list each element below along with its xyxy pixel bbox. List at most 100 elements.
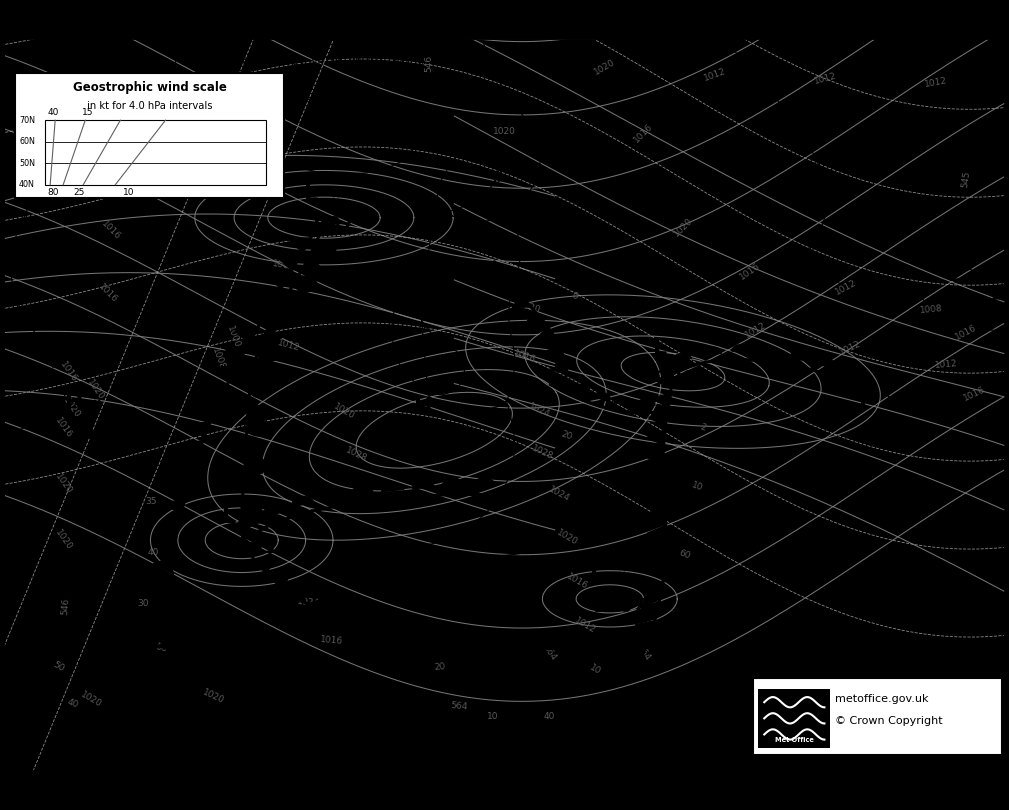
Text: H: H <box>859 390 877 410</box>
Polygon shape <box>197 403 218 418</box>
Polygon shape <box>155 537 176 553</box>
Text: 1016: 1016 <box>564 573 589 591</box>
Text: 1016: 1016 <box>100 219 123 241</box>
Text: 564: 564 <box>541 643 558 662</box>
Text: Geostrophic wind scale: Geostrophic wind scale <box>73 80 226 94</box>
Text: 10: 10 <box>587 663 602 676</box>
Text: 1020: 1020 <box>52 528 74 552</box>
Text: H: H <box>66 393 84 413</box>
Polygon shape <box>621 658 641 671</box>
Text: 1012: 1012 <box>139 151 163 172</box>
Polygon shape <box>354 614 374 630</box>
Text: 1024: 1024 <box>548 484 572 503</box>
Polygon shape <box>156 636 178 652</box>
Text: 70N: 70N <box>19 116 35 125</box>
Text: 30: 30 <box>137 599 149 608</box>
Polygon shape <box>215 365 237 380</box>
Polygon shape <box>701 347 721 355</box>
Text: 1012: 1012 <box>838 339 863 356</box>
Polygon shape <box>159 518 181 534</box>
Text: 15: 15 <box>82 108 93 117</box>
Text: 1012: 1012 <box>572 616 597 636</box>
Text: 1023: 1023 <box>69 424 122 443</box>
Polygon shape <box>243 477 261 492</box>
Text: 1020: 1020 <box>332 403 356 421</box>
Text: 1012: 1012 <box>743 320 768 339</box>
Polygon shape <box>302 257 322 270</box>
Polygon shape <box>647 507 665 522</box>
Text: 1015: 1015 <box>950 296 1005 315</box>
Polygon shape <box>246 439 263 454</box>
Polygon shape <box>320 220 339 234</box>
Text: 80: 80 <box>47 188 59 197</box>
Text: 1016: 1016 <box>97 282 120 305</box>
Text: 1016: 1016 <box>320 635 344 646</box>
Text: 1020: 1020 <box>61 396 82 420</box>
Polygon shape <box>549 379 566 392</box>
Text: © Crown Copyright: © Crown Copyright <box>835 716 943 726</box>
Text: 1020: 1020 <box>672 216 694 238</box>
Polygon shape <box>648 526 665 540</box>
Polygon shape <box>161 655 183 671</box>
Text: 40: 40 <box>67 697 80 710</box>
Polygon shape <box>614 398 632 406</box>
Text: 1028: 1028 <box>531 443 555 461</box>
Polygon shape <box>245 310 267 325</box>
Text: 1012: 1012 <box>833 278 858 296</box>
Text: 1016: 1016 <box>513 349 537 365</box>
Polygon shape <box>672 354 691 364</box>
Polygon shape <box>473 478 495 486</box>
Text: 1016: 1016 <box>862 420 916 440</box>
Polygon shape <box>189 421 210 437</box>
Circle shape <box>257 345 279 361</box>
Circle shape <box>250 382 272 398</box>
Text: 60N: 60N <box>19 137 35 146</box>
Text: 0: 0 <box>571 291 578 301</box>
Polygon shape <box>567 633 588 647</box>
Polygon shape <box>152 597 172 612</box>
Polygon shape <box>458 632 480 646</box>
Text: 10: 10 <box>486 712 498 721</box>
Polygon shape <box>486 264 504 275</box>
Polygon shape <box>621 627 642 642</box>
Polygon shape <box>164 498 185 514</box>
FancyBboxPatch shape <box>758 689 830 748</box>
Text: 564: 564 <box>635 643 652 662</box>
Polygon shape <box>630 639 650 653</box>
Circle shape <box>247 420 269 436</box>
Polygon shape <box>278 256 300 271</box>
Polygon shape <box>432 629 453 644</box>
Polygon shape <box>551 361 568 374</box>
Text: 1020: 1020 <box>52 471 74 496</box>
Polygon shape <box>646 469 663 484</box>
Text: 35: 35 <box>145 497 157 506</box>
Polygon shape <box>652 393 671 407</box>
Text: 40: 40 <box>147 548 159 557</box>
Text: 1016: 1016 <box>58 360 79 384</box>
Polygon shape <box>789 352 808 361</box>
Polygon shape <box>646 564 664 578</box>
Polygon shape <box>537 326 556 339</box>
Polygon shape <box>637 399 655 405</box>
Text: H: H <box>415 397 433 417</box>
Polygon shape <box>499 280 518 292</box>
Text: 1012: 1012 <box>133 87 157 107</box>
Polygon shape <box>413 480 434 488</box>
Text: 1008: 1008 <box>919 304 942 315</box>
Text: 10: 10 <box>556 363 570 376</box>
Text: 1020: 1020 <box>85 378 106 402</box>
Polygon shape <box>654 374 673 388</box>
Text: 1024: 1024 <box>528 402 552 420</box>
Polygon shape <box>253 558 275 573</box>
Text: 1012: 1012 <box>934 359 958 369</box>
Text: 10: 10 <box>123 188 135 197</box>
Polygon shape <box>256 292 278 307</box>
Text: 546: 546 <box>60 597 71 615</box>
Polygon shape <box>572 384 589 394</box>
Text: in kt for 4.0 hPa intervals: in kt for 4.0 hPa intervals <box>87 101 212 111</box>
Polygon shape <box>381 483 404 492</box>
Polygon shape <box>546 343 563 356</box>
Text: L: L <box>947 265 962 285</box>
Text: 1016: 1016 <box>632 122 654 145</box>
Polygon shape <box>175 694 196 710</box>
